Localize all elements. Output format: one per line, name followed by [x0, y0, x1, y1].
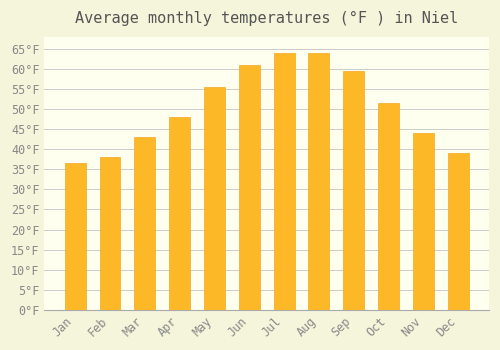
Bar: [413, 133, 434, 310]
Bar: [239, 65, 260, 310]
Bar: [204, 87, 225, 310]
Title: Average monthly temperatures (°F ) in Niel: Average monthly temperatures (°F ) in Ni…: [75, 11, 458, 26]
Bar: [64, 163, 86, 310]
Bar: [308, 53, 330, 310]
Bar: [344, 71, 364, 310]
Bar: [169, 117, 190, 310]
Bar: [274, 53, 294, 310]
Bar: [378, 103, 399, 310]
Bar: [448, 153, 468, 310]
Bar: [100, 158, 120, 310]
Bar: [134, 137, 155, 310]
